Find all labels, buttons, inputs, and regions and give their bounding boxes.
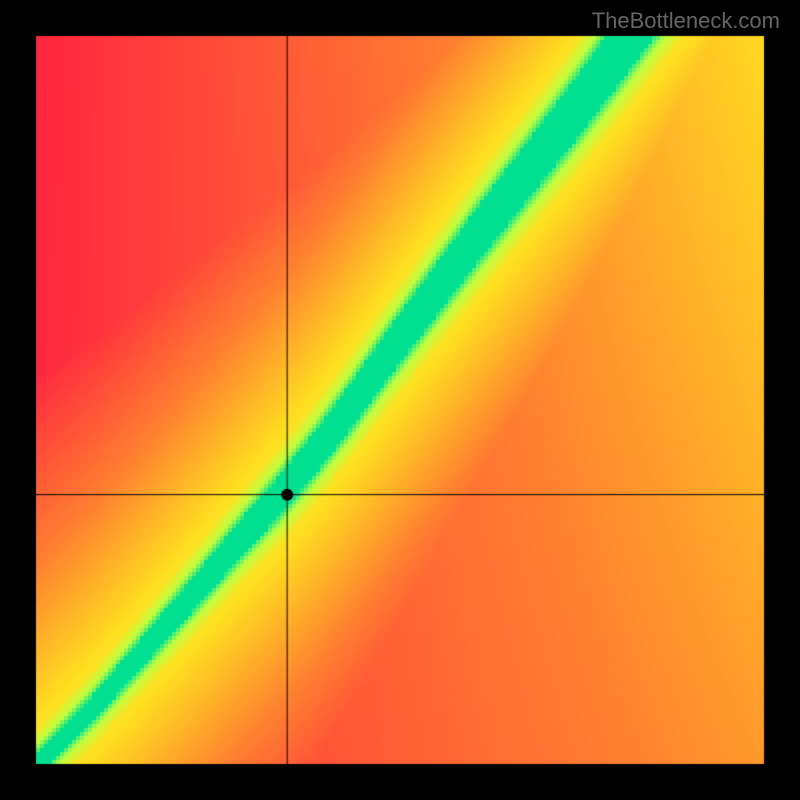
bottleneck-heatmap	[0, 0, 800, 800]
chart-container: TheBottleneck.com	[0, 0, 800, 800]
watermark-text: TheBottleneck.com	[592, 8, 780, 34]
